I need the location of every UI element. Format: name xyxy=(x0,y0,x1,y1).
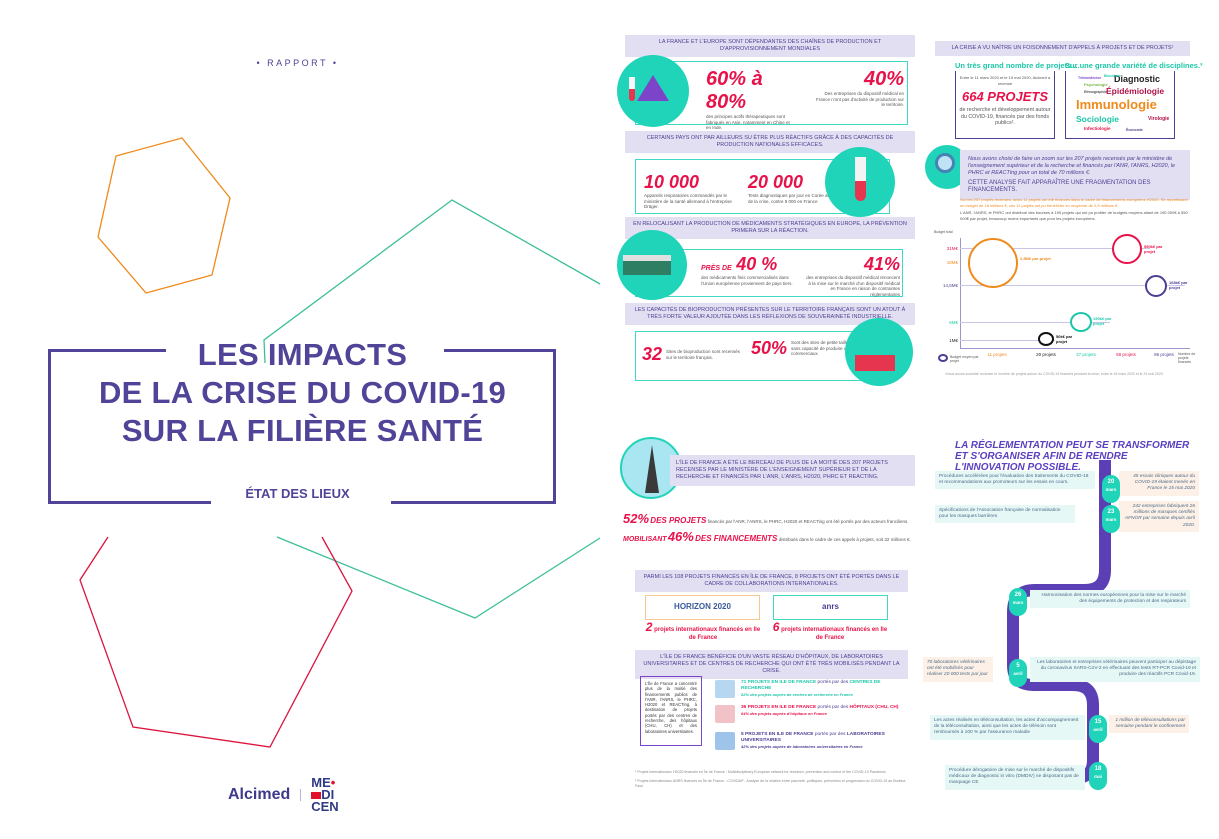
international-projects-anrs: 6 projets internationaux financés en Ile… xyxy=(772,620,888,641)
medicine-box-icon xyxy=(623,255,671,275)
section-banner: Les capacités de bioproduction présentes… xyxy=(625,303,915,325)
timeline-left-18-mai: Procédure dérogatoire de mise sur le mar… xyxy=(945,765,1085,790)
partner-logos: Alcimed ME• DI CEN xyxy=(228,775,351,814)
section-banner: La crise a vu naître un foisonnement d'a… xyxy=(935,41,1190,56)
timeline-left-5-avril: 70 laboratoires vétérinaires ont été mob… xyxy=(923,657,993,682)
section-banner: En relocalisant la production de médicam… xyxy=(625,217,915,239)
report-cover: • RAPPORT • LES IMPACTS DE LA CRISE DU C… xyxy=(30,58,601,814)
regulation-title: La réglementation peut se transformer et… xyxy=(955,440,1190,473)
title-frame xyxy=(48,349,556,504)
section-banner: Nous avons choisi de faire un zoom sur l… xyxy=(960,150,1190,200)
stat-value: 60% à 80% xyxy=(706,68,763,113)
projects-count: 664 PROJETS xyxy=(962,89,1048,104)
stat-line-funding: MOBILISANT 46% DES FINANCEMENTS distribu… xyxy=(623,529,911,544)
stat-box-bioproduction: 32 Sites de bioproduction sont recensés … xyxy=(635,331,880,381)
test-tube-icon xyxy=(855,157,866,201)
report-title: LES IMPACTS DE LA CRISE DU COVID-19 SUR … xyxy=(30,336,575,450)
funding-bubble-chart: Budget total 31M€ 18M€ 14,5M€ 6M€ 1M€ 2,… xyxy=(934,230,1196,364)
title-line-3: SUR LA FILIÈRE SANTÉ xyxy=(121,413,484,448)
legend-bubble-icon xyxy=(938,354,948,362)
logo-separator xyxy=(300,789,302,801)
report-subtitle: ÉTAT DES LIEUX xyxy=(245,486,350,501)
section-banner: La France et l'Europe sont dépendantes d… xyxy=(625,35,915,57)
infographic-page-right: La crise a vu naître un foisonnement d'a… xyxy=(923,35,1203,800)
disciplines-heading: Sur une grande variété de disciplines.³ xyxy=(1065,61,1203,70)
magnifier-icon xyxy=(935,153,955,173)
timeline-right-15-avril: 1 million de téléconsultations par semai… xyxy=(1109,715,1189,734)
bubble-h2020 xyxy=(968,238,1018,288)
timeline-node: 18 mai xyxy=(1089,762,1107,790)
decorative-hexagons xyxy=(79,137,601,748)
timeline-node: 26 mars xyxy=(1009,588,1027,616)
list-item: 36 PROJETS EN ILE DE FRANCE portés par d… xyxy=(715,705,910,723)
hospital-icon xyxy=(715,705,735,723)
infographic-page-left: La France et l'Europe sont dépendantes d… xyxy=(615,35,920,800)
timeline-left-15-avril: Les actes réalisés en téléconsultation, … xyxy=(930,715,1085,740)
title-line-1: LES IMPACTS xyxy=(197,337,408,372)
orange-hexagon-shape xyxy=(97,137,231,294)
chart-footnotes: ¹Nous avons souhaité recenser le nombre … xyxy=(945,372,1164,376)
projects-heading: Un très grand nombre de projets ... xyxy=(955,61,1080,70)
bubble-anr xyxy=(1145,275,1167,297)
anrs-logo: anrs xyxy=(773,595,888,620)
factory-circle-icon xyxy=(845,318,913,386)
discipline-word-cloud: Diagnostic Épidémiologie Immunologie Soc… xyxy=(1065,71,1175,139)
teal-hexagon-shape xyxy=(263,199,601,364)
red-hexagon-shape xyxy=(79,536,353,748)
projects-count-box: Entre le 11 mars 2020 et le 15 mai 2020,… xyxy=(955,71,1055,139)
timeline-node: 20 mars xyxy=(1102,475,1120,503)
analysis-text: Sur les 207 projets recensés, seuls 11 p… xyxy=(960,197,1188,221)
list-item: 71 PROJETS EN ILE DE FRANCE portés par d… xyxy=(715,680,910,698)
teal-hexagon-shape-lower xyxy=(276,536,601,619)
international-projects-h2020: 2 projets internationaux financés en Ile… xyxy=(645,620,761,641)
timeline-right-23-mars: 242 entreprises fabriquent 26 millions d… xyxy=(1119,501,1199,532)
section-banner: L'Île de France a été le berceau de plus… xyxy=(670,455,915,486)
timeline-right-20-mars: 45 essais cliniques autour du COVID-19 é… xyxy=(1119,471,1199,496)
list-item: 5 PROJETS EN ILE DE FRANCE portés par de… xyxy=(715,732,910,750)
flask-icon xyxy=(637,75,669,101)
timeline-right-5-avril: Les laboratoires et entreprises vétérina… xyxy=(1030,657,1200,682)
research-center-icon xyxy=(715,680,735,698)
timeline-node: 15 avril xyxy=(1089,715,1107,743)
timeline-node: 23 mars xyxy=(1102,505,1120,533)
bubble-reacting xyxy=(1038,332,1054,346)
bubble-phrc xyxy=(1112,234,1142,264)
alcimed-logo: Alcimed xyxy=(228,786,291,803)
university-icon xyxy=(715,732,735,750)
summary-box: L'Île de France a concentré plus de la m… xyxy=(640,676,702,746)
title-line-2: DE LA CRISE DU COVID-19 xyxy=(98,375,507,410)
bubble-anrs xyxy=(1070,312,1092,332)
test-tube-icon xyxy=(629,77,635,101)
timeline-left-23-mars: Spécifications de l'Association français… xyxy=(935,505,1075,524)
medicen-logo: ME• DI CEN xyxy=(311,775,339,814)
section-banner: L'Île de France bénéficie d'un vaste rés… xyxy=(635,650,908,679)
stat-line-projects: 52% DES PROJETS financés par l'ANR, l'AN… xyxy=(623,511,909,526)
eiffel-tower-icon xyxy=(645,445,659,493)
factory-icon xyxy=(855,355,895,371)
timeline-left-20-mars: Procédures accélérées pour l'évaluation … xyxy=(935,471,1095,490)
section-banner: Certains pays ont par ailleurs su être p… xyxy=(625,131,915,153)
section-banner: Parmi les 108 projets financés en Île de… xyxy=(635,570,908,592)
footnotes: ¹ Projets internationaux H2020 financés … xyxy=(635,770,906,788)
timeline-text-26-mars: Harmonisation des normes européennes pou… xyxy=(1030,590,1190,609)
timeline-node: 5 avril xyxy=(1009,659,1027,687)
stat-value: 40% xyxy=(863,68,904,90)
horizon-2020-logo: HORIZON 2020 xyxy=(645,595,760,620)
report-eyebrow: • RAPPORT • xyxy=(256,58,339,68)
